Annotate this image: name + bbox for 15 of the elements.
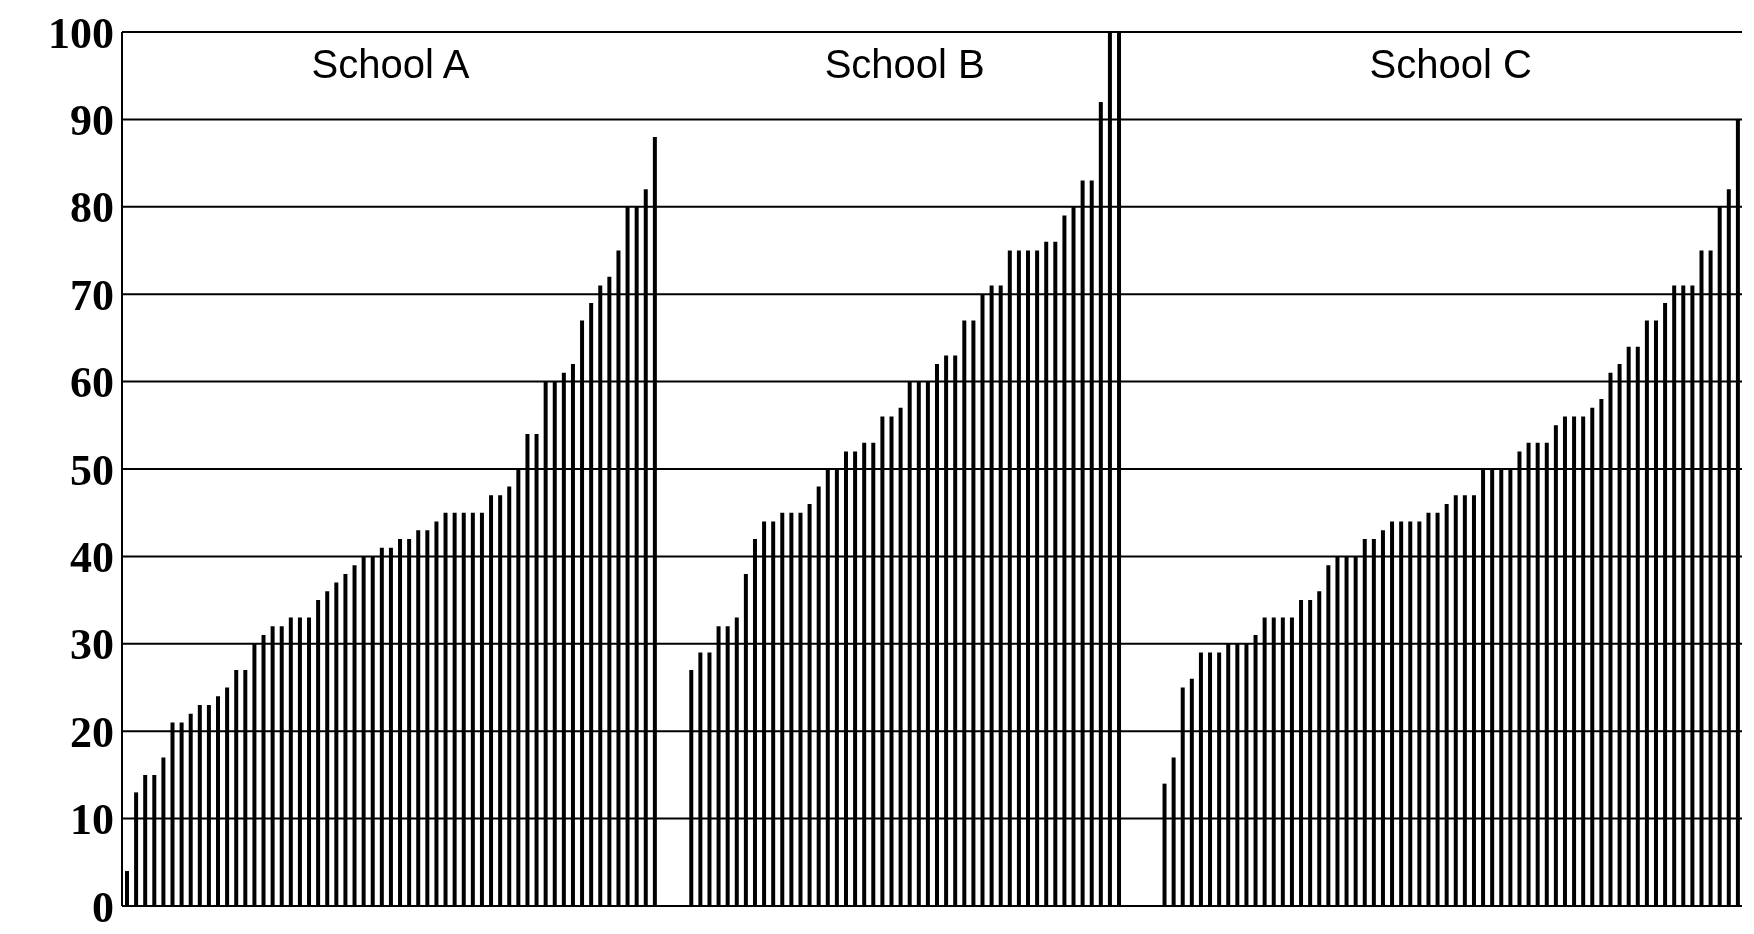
y-tick-label: 20 — [70, 707, 114, 757]
y-tick-label: 80 — [70, 183, 114, 233]
y-tick-label: 100 — [48, 8, 114, 58]
y-tick-label: 10 — [70, 795, 114, 845]
annotation: School C — [1368, 42, 1533, 87]
y-tick-label: 50 — [70, 445, 114, 495]
annotation: School A — [310, 42, 471, 87]
y-tick-label: 30 — [70, 620, 114, 670]
y-tick-label: 60 — [70, 358, 114, 408]
y-tick-label: 40 — [70, 533, 114, 583]
y-tick-label: 90 — [70, 96, 114, 146]
y-tick-label: 0 — [92, 882, 114, 932]
bar — [125, 871, 129, 906]
annotation: School B — [823, 42, 986, 87]
y-tick-label: 70 — [70, 270, 114, 320]
